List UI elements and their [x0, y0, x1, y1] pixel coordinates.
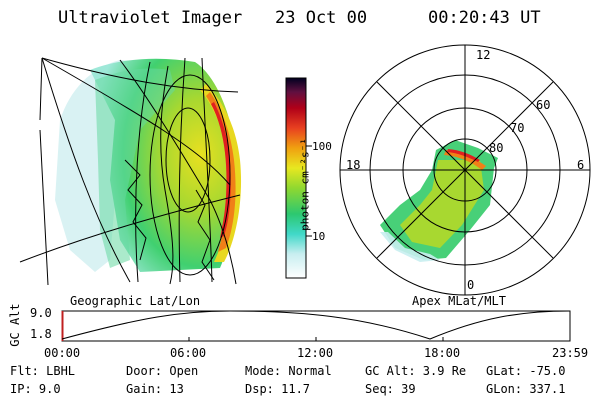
ip-info: IP: 9.0 [10, 382, 61, 396]
instrument-title: Ultraviolet Imager [58, 8, 243, 28]
mlt-6-label: 6 [577, 158, 585, 172]
colorbar-tick-100: 100 [312, 140, 332, 153]
gain-info: Gain: 13 [126, 382, 184, 396]
geographic-caption: Geographic Lat/Lon [70, 294, 201, 308]
observation-date: 23 Oct 00 [275, 8, 368, 28]
time-tick-2: 12:00 [297, 346, 334, 360]
gc-alt-info: GC Alt: 3.9 Re [365, 364, 467, 378]
mlt-18-label: 18 [346, 158, 361, 172]
door-info: Door: Open [126, 364, 199, 378]
altitude-strip-plot [61, 310, 571, 342]
time-tick-4: 23:59 [552, 346, 589, 360]
gc-alt-axis-label: GC Alt [8, 303, 22, 347]
dsp-info: Dsp: 11.7 [245, 382, 311, 396]
glat-info: GLat: -75.0 [486, 364, 566, 378]
mlat-70-label: 70 [510, 121, 525, 135]
apex-caption: Apex MLat/MLT [412, 294, 506, 308]
polar-plot-panel [339, 44, 591, 296]
time-tick-3: 18:00 [424, 346, 461, 360]
mlat-80-label: 80 [489, 141, 504, 155]
mlt-12-label: 12 [476, 48, 491, 62]
filter-info: Flt: LBHL [10, 364, 76, 378]
colorbar-unit-label: photon cm⁻²s⁻¹ [298, 138, 312, 231]
time-tick-1: 06:00 [170, 346, 207, 360]
glon-info: GLon: 337.1 [486, 382, 566, 396]
alt-bottom-tick: 1.8 [30, 327, 52, 341]
mlat-60-label: 60 [536, 98, 551, 112]
geographic-image-panel [19, 57, 242, 286]
seq-info: Seq: 39 [365, 382, 416, 396]
alt-top-tick: 9.0 [30, 306, 52, 320]
colorbar-tick-10: 10 [312, 230, 326, 243]
time-tick-0: 00:00 [44, 346, 81, 360]
intensity-colorbar [285, 77, 312, 279]
observation-time: 00:20:43 UT [428, 8, 541, 28]
mode-info: Mode: Normal [245, 364, 332, 378]
mlt-0-label: 0 [467, 278, 475, 292]
